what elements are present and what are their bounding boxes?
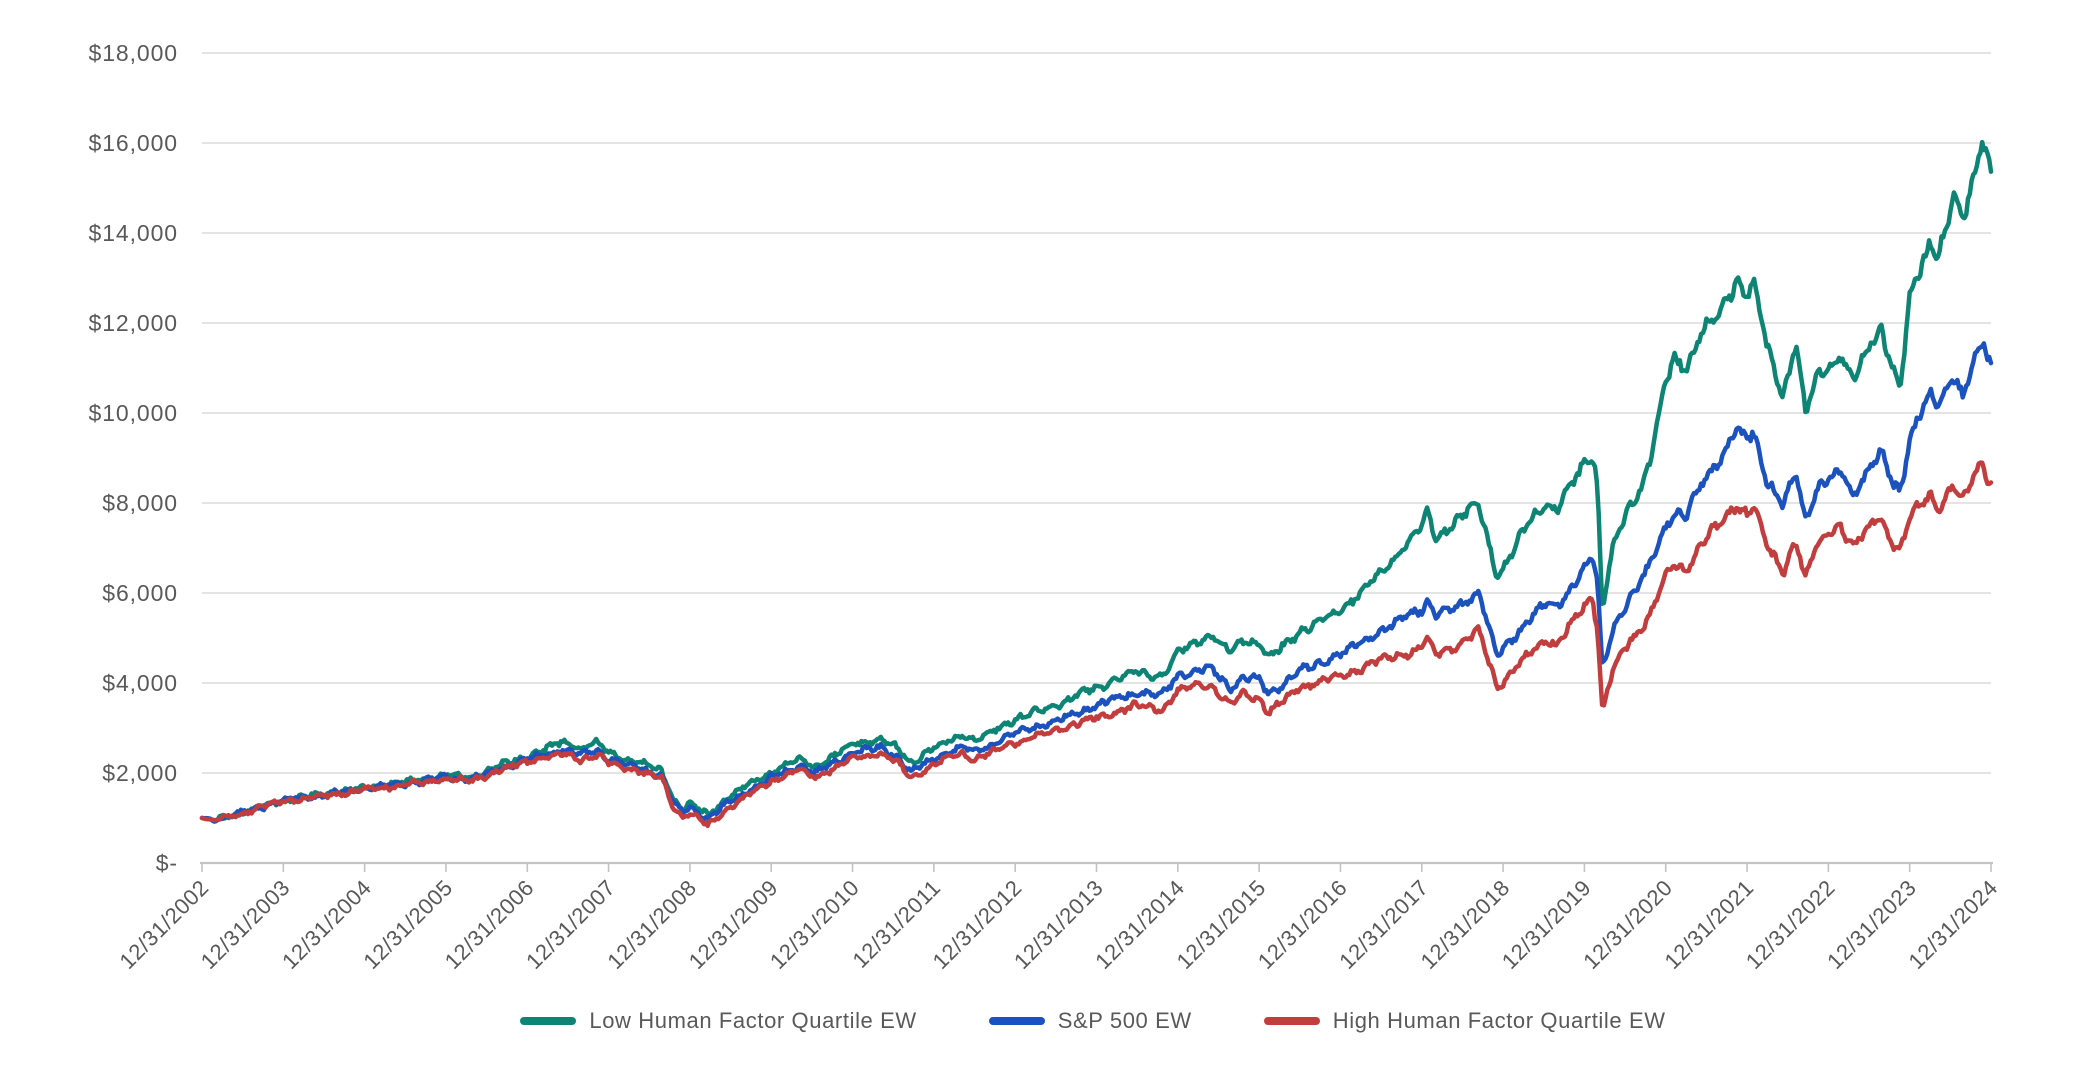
legend-swatch-low-human-factor-quartile-ew (520, 1017, 577, 1025)
series-line-low-human-factor-quartile-ew (199, 139, 1994, 823)
y-axis-tick-label: $14,000 (89, 220, 178, 246)
legend-label-high-human-factor-quartile-ew: High Human Factor Quartile EW (1332, 1008, 1666, 1033)
legend-item-sp-500-ew: S&P 500 EW (988, 1008, 1192, 1034)
y-axis-tick-label: $6,000 (102, 580, 178, 606)
y-axis-tick-label: $8,000 (102, 490, 178, 516)
legend-swatch-sp-500-ew (988, 1017, 1045, 1025)
y-axis-tick-label: $18,000 (89, 40, 178, 66)
y-axis-tick-label: $16,000 (89, 130, 178, 156)
legend-label-sp-500-ew: S&P 500 EW (1057, 1008, 1192, 1033)
legend-item-high-human-factor-quartile-ew: High Human Factor Quartile EW (1263, 1008, 1666, 1034)
legend-item-low-human-factor-quartile-ew: Low Human Factor Quartile EW (520, 1008, 916, 1034)
y-axis-tick-label: $2,000 (102, 760, 178, 786)
legend-swatch-high-human-factor-quartile-ew (1263, 1017, 1320, 1025)
chart-legend: Low Human Factor Quartile EW S&P 500 EW … (46, 1008, 2094, 1034)
y-axis-tick-label: $12,000 (89, 310, 178, 336)
legend-label-low-human-factor-quartile-ew: Low Human Factor Quartile EW (589, 1008, 917, 1033)
y-axis-tick-label: $4,000 (102, 670, 178, 696)
series-line-s-p-500-ew (199, 341, 1994, 824)
y-axis-tick-label: $- (156, 850, 178, 876)
y-axis-tick-label: $10,000 (89, 400, 178, 426)
series-line-high-human-factor-quartile-ew (199, 460, 1994, 829)
